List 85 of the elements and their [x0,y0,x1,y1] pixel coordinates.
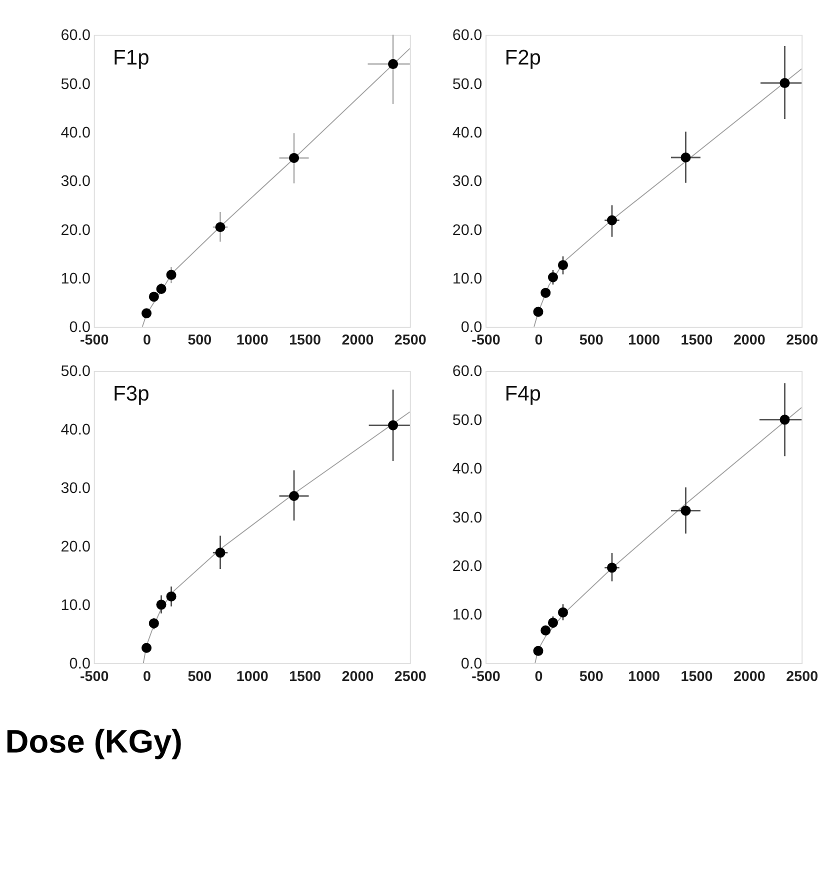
point [558,607,568,618]
x-tick-label: 1000 [236,668,268,685]
y-tick-label: 10.0 [60,596,91,614]
x-tick-label: 0 [534,332,543,349]
point [156,600,166,610]
point [215,548,226,558]
point [606,562,617,573]
point [606,215,617,226]
y-tick-label: 30.0 [452,173,482,190]
point [148,292,159,302]
y-tick-label: 40.0 [60,422,91,439]
point [388,420,398,430]
text: F1p [113,46,150,70]
point [288,152,300,163]
point [148,618,159,628]
x-tick-label: 2000 [733,332,766,349]
point [388,59,398,70]
y-tick-label: 60.0 [452,27,482,44]
y-tick-label: 20.0 [452,222,482,239]
y-tick-label: 20.0 [60,222,91,239]
point [533,646,544,656]
line-series [534,68,802,327]
y-tick-label: 60.0 [60,27,91,44]
x-tick-label: 2500 [786,668,818,685]
x-tick-label: 2500 [786,332,818,349]
y-tick-label: 10.0 [60,270,91,288]
y-tick-label: 40.0 [452,124,482,142]
x-tick-label: 1500 [680,332,713,349]
y-tick-label: 30.0 [452,509,482,526]
x-tick-label: 0 [143,668,152,685]
text: F3p [113,382,150,406]
y-tick-label: 50.0 [452,76,482,93]
y-tick-label: 40.0 [452,460,482,478]
text: F2p [504,46,541,70]
point [540,625,551,636]
y-tick-label: 20.0 [452,558,482,575]
x-tick-label: 500 [579,332,604,349]
text: F4p [504,382,541,406]
x-tick-label: 500 [188,332,212,349]
x-tick-label: 1000 [628,332,660,349]
x-tick-label: 1000 [236,332,268,349]
x-tick-label: 500 [188,668,212,685]
x-tick-label: -500 [472,332,500,349]
point [166,591,176,602]
x-tick-label: 0 [534,668,543,685]
x-tick-label: 1500 [289,668,322,685]
point [540,288,551,298]
point [548,618,558,628]
point [680,506,691,516]
y-tick-label: 60.0 [452,363,482,380]
point [533,306,544,317]
point [215,222,226,232]
x-tick-label: 0 [143,332,152,349]
point [680,152,691,163]
point [166,270,176,280]
x-tick-label: 1000 [628,668,660,685]
y-tick-label: 10.0 [452,270,482,288]
x-tick-label: 2000 [342,332,374,349]
point [780,78,790,88]
y-tick-label: 50.0 [60,76,91,93]
x-tick-label: 2500 [394,668,426,685]
point [548,272,558,282]
x-tick-label: 1500 [289,332,322,349]
y-tick-label: 20.0 [60,538,91,556]
x-axis-title: Dose (KGy) [5,724,182,760]
x-tick-label: 500 [579,668,604,685]
point [142,642,152,653]
y-tick-label: 40.0 [60,124,91,142]
x-tick-label: 2500 [394,332,426,349]
point [780,414,790,425]
point [142,308,152,318]
y-tick-label: 50.0 [452,412,482,429]
y-tick-label: 10.0 [452,606,482,624]
y-tick-label: 50.0 [60,363,91,380]
line-series [534,407,802,664]
y-tick-label: 30.0 [60,480,91,498]
x-tick-label: 2000 [733,668,766,685]
y-tick-label: 30.0 [60,173,91,190]
point [156,284,166,294]
point [558,260,568,270]
x-tick-label: 1500 [680,668,713,685]
line-series [142,411,410,664]
point [288,490,300,502]
x-tick-label: 2000 [342,668,374,685]
x-tick-label: -500 [80,332,109,349]
